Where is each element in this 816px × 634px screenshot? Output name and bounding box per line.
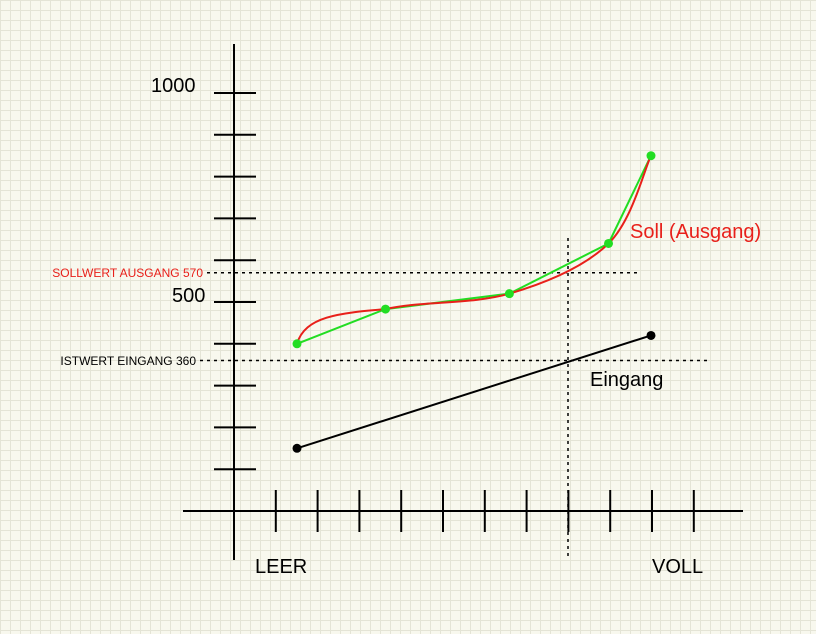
y-tick-label-1000: 1000 [151, 75, 196, 97]
series-label-eingang: Eingang [590, 369, 663, 391]
x-label-left: LEER [255, 556, 307, 578]
soll-point [504, 289, 514, 299]
y-tick-label-500: 500 [172, 285, 205, 307]
soll-point [604, 238, 614, 248]
series-label-soll: Soll (Ausgang) [630, 221, 761, 243]
axes [183, 44, 743, 560]
soll-point [646, 151, 656, 161]
istwert-eingang-label: ISTWERT EINGANG 360 [60, 354, 196, 368]
eingang-point [646, 330, 656, 340]
eingang-line [296, 334, 652, 450]
sollwert-ausgang-label: SOLLWERT AUSGANG 570 [52, 266, 203, 280]
eingang-point [292, 443, 302, 453]
series-layer [292, 151, 656, 453]
soll-point [381, 304, 390, 314]
x-label-right: VOLL [652, 556, 703, 578]
soll-control-polyline [296, 155, 652, 345]
soll-point [292, 339, 302, 349]
